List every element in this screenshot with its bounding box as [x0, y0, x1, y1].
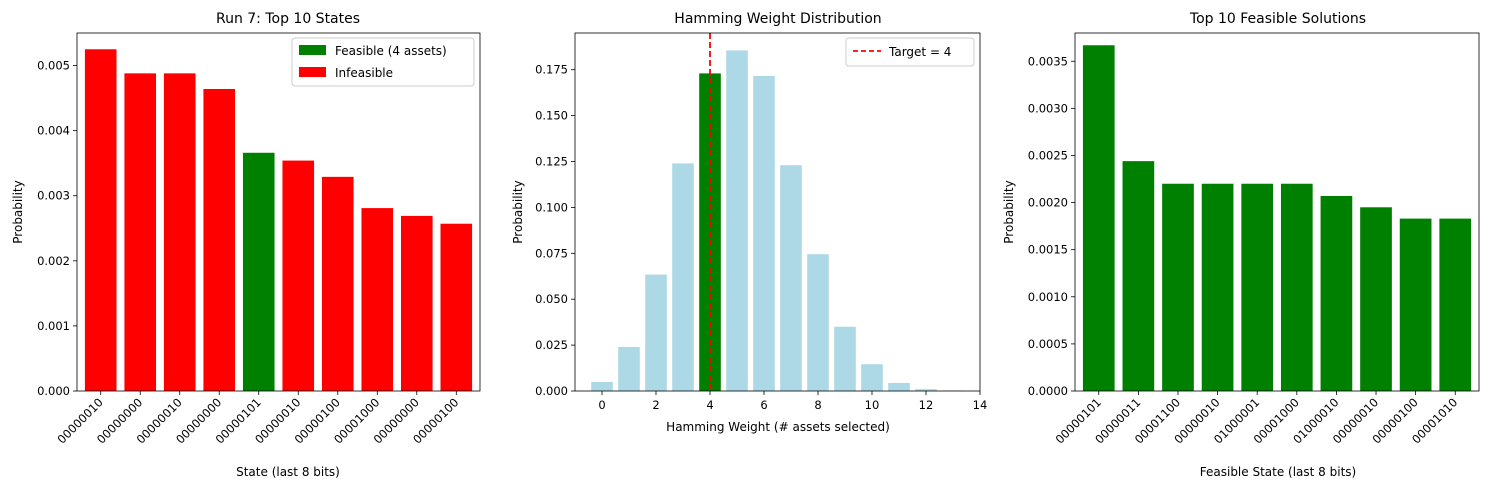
panel1-ytick-label: 0.002 [37, 254, 70, 268]
panel3-ytick-label: 0.0015 [1028, 243, 1068, 257]
panel2-title: Hamming Weight Distribution [674, 11, 881, 27]
legend-feasible-label: Feasible (4 assets) [335, 44, 447, 58]
panel1-bar [400, 215, 433, 391]
panel2-xtick-label: 10 [865, 398, 880, 412]
panel3-frame [1074, 32, 1480, 392]
panel3-ytick-label: 0.0020 [1028, 196, 1068, 210]
panel3-bar [1082, 45, 1115, 391]
panel2-xtick-label: 12 [919, 398, 934, 412]
panel1-ytick-label: 0.001 [37, 319, 70, 333]
panel2-ytick-label: 0.025 [535, 338, 568, 352]
panel1-bar [84, 49, 117, 391]
panel3-bar [1439, 218, 1472, 391]
panel2-ylabel: Probability [511, 180, 525, 243]
panel1-xlabel: State (last 8 bits) [236, 465, 340, 479]
panel2-xtick-label: 2 [652, 398, 659, 412]
panel1-bar [163, 73, 196, 392]
panel3-ytick-label: 0.0010 [1028, 290, 1068, 304]
panel2-xtick-label: 14 [973, 398, 988, 412]
legend-feasible-swatch [299, 45, 326, 55]
panel2-bar [645, 274, 667, 391]
panel3-xlabel: Feasible State (last 8 bits) [1200, 465, 1356, 479]
panel2-frame [574, 32, 981, 392]
panel3-title: Top 10 Feasible Solutions [1189, 11, 1366, 27]
panel2-bar [915, 389, 937, 391]
panel-hamming-weight: Hamming Weight Distribution 0.000 0.025 0.… [511, 11, 987, 434]
legend-infeasible-swatch [299, 67, 326, 77]
panel2-ytick-label: 0.175 [535, 63, 568, 77]
panel1-title: Run 7: Top 10 States [216, 11, 360, 27]
panel2-xlabel: Hamming Weight (# assets selected) [666, 420, 890, 434]
panel-feasible-solutions: Top 10 Feasible Solutions 0.0000 0.0005 0.… [1002, 11, 1480, 479]
panel2-ytick-label: 0.100 [535, 200, 568, 214]
panel1-legend: Feasible (4 assets) Infeasible [291, 37, 475, 87]
panel1-bar [440, 223, 473, 391]
panel2-bar [834, 326, 856, 391]
panel1-ytick-label: 0.000 [37, 384, 70, 398]
panel2-legend: Target = 4 [845, 37, 975, 67]
panel3-bar [1241, 183, 1274, 391]
legend-box [845, 37, 975, 67]
panel2-bar [807, 254, 829, 391]
panel1-bar [242, 152, 275, 391]
panel1-bar [282, 160, 315, 391]
panel1-bar [124, 73, 157, 392]
panel2-bar [753, 75, 775, 392]
panel3-bar [1122, 161, 1155, 391]
panel3-bar [1399, 218, 1432, 391]
panel2-bar [726, 50, 748, 391]
panel2-bar [672, 163, 694, 391]
panel2-xtick-label: 6 [760, 398, 767, 412]
panel2-bar [780, 165, 802, 391]
legend-infeasible-label: Infeasible [335, 66, 393, 80]
panel2-ytick-label: 0.050 [535, 292, 568, 306]
panel1-bar [361, 208, 394, 391]
panel2-ytick-label: 0.125 [535, 155, 568, 169]
panel2-ytick-label: 0.075 [535, 246, 568, 260]
panel3-bar [1162, 183, 1194, 391]
panel3-ytick-label: 0.0035 [1028, 54, 1068, 68]
panel3-bar [1280, 183, 1313, 391]
panel1-ytick-label: 0.005 [37, 59, 70, 73]
panel2-xtick-label: 4 [706, 398, 713, 412]
panel3-ytick-label: 0.0005 [1028, 337, 1068, 351]
panel3-bar [1201, 183, 1234, 391]
panel2-xtick-label: 0 [598, 398, 605, 412]
panel2-bar [861, 364, 883, 391]
panel1-bar [203, 88, 236, 391]
panel3-bar [1320, 195, 1353, 391]
panel3-ytick-label: 0.0030 [1028, 101, 1068, 115]
legend-box [291, 37, 475, 87]
panel2-xtick-label: 8 [814, 398, 821, 412]
panel2-bar [591, 382, 613, 391]
panel1-frame [76, 32, 481, 392]
panel3-ytick-label: 0.0025 [1028, 148, 1068, 162]
panel2-ytick-label: 0.150 [535, 109, 568, 123]
panel3-ytick-label: 0.0000 [1028, 384, 1068, 398]
panel3-bar [1360, 207, 1392, 391]
panel2-bar [888, 382, 910, 391]
panel1-bar [321, 176, 354, 391]
panel1-ytick-label: 0.004 [37, 124, 70, 138]
panel1-ytick-label: 0.003 [37, 189, 70, 203]
panel-top-states: Run 7: Top 10 States 0.000 0.001 0.002 0.00… [11, 11, 481, 479]
panel1-ylabel: Probability [11, 180, 25, 243]
panel2-bar [618, 346, 640, 391]
legend-target-label: Target = 4 [888, 45, 951, 59]
panel2-ytick-label: 0.000 [535, 384, 568, 398]
panel3-ylabel: Probability [1002, 180, 1016, 243]
